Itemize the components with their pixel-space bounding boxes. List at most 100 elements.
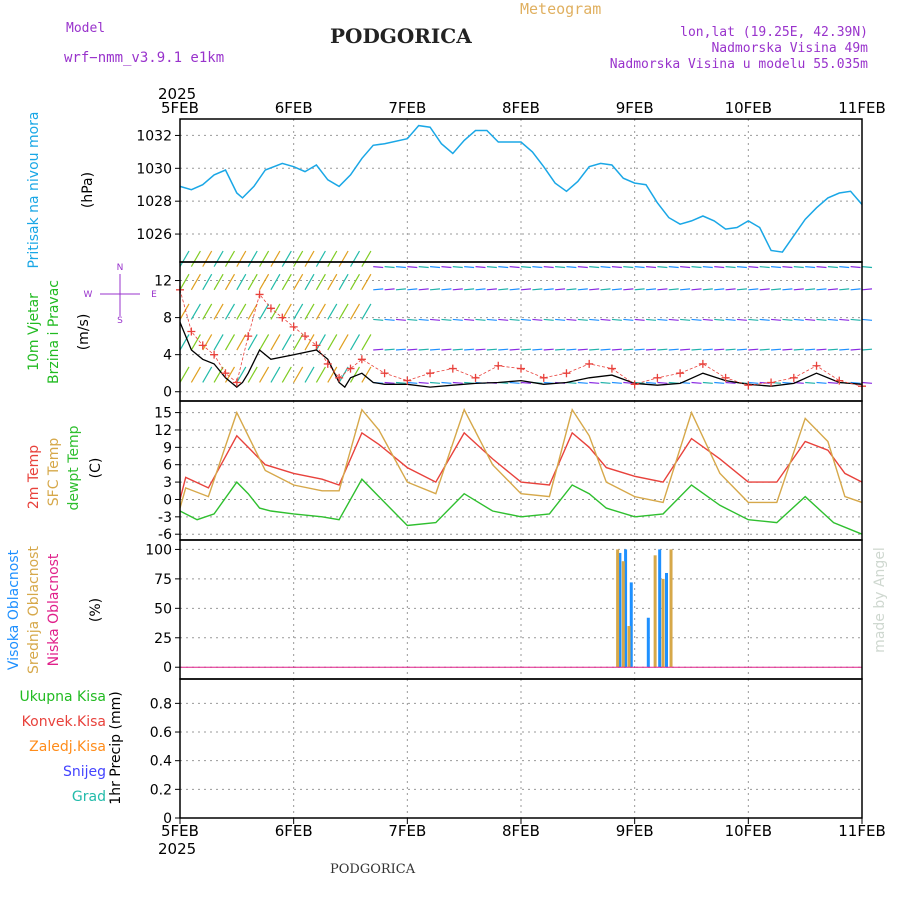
- precip-legend-item: Konvek.Kisa: [22, 714, 106, 730]
- wind-barb: [850, 318, 861, 321]
- wind-barb: [611, 266, 622, 269]
- wind-barb: [714, 266, 725, 269]
- wind-barb: [555, 288, 566, 291]
- wind-barb: [645, 318, 657, 321]
- x-tick-label-bottom: 7FEB: [388, 822, 426, 840]
- pressure-line: [179, 124, 863, 253]
- wind-barb: [589, 381, 600, 384]
- wind-barb: [702, 348, 713, 351]
- coords-label: lon,lat (19.25E, 42.39N): [680, 25, 868, 40]
- wind-barb: [315, 366, 326, 383]
- wind-barb: [839, 348, 850, 351]
- wind-barb: [714, 288, 725, 291]
- wind-gust-mark: [835, 376, 844, 385]
- high-cloud-bar: [658, 549, 662, 668]
- wind-barb: [532, 288, 543, 291]
- y-tick-label: 9: [163, 440, 172, 456]
- model-elevation-label: Nadmorska Visina u modelu 55.035m: [609, 57, 868, 72]
- wind-barb: [202, 250, 213, 267]
- wind-barb: [452, 348, 463, 351]
- wind-barb: [430, 318, 441, 321]
- wind-barb: [430, 348, 441, 351]
- wind-barb: [589, 348, 600, 351]
- wind-barb: [236, 250, 247, 267]
- wind-barb: [759, 348, 770, 351]
- wind-barb: [520, 288, 532, 291]
- mid-cloud-bar: [669, 549, 673, 668]
- wind-barb: [509, 288, 520, 291]
- wind-barb: [475, 348, 486, 351]
- wind-barb: [680, 266, 691, 269]
- wind-barb: [270, 250, 281, 267]
- wind-barb: [805, 348, 816, 351]
- wind-barb: [623, 318, 634, 321]
- wind-gust-mark: [255, 290, 264, 299]
- y-tick-label: 25: [154, 631, 172, 647]
- wind-barb: [782, 266, 793, 269]
- wind-barb: [725, 348, 736, 351]
- wind-gust-mark: [357, 355, 366, 364]
- wind-barb: [247, 250, 258, 267]
- wind-barb: [691, 348, 702, 351]
- wind-barb: [816, 381, 827, 384]
- wind-barb: [645, 288, 657, 291]
- wind-barb: [759, 288, 770, 291]
- wind-barb: [759, 318, 770, 321]
- wind-barb: [691, 266, 702, 269]
- wind-barb: [827, 381, 838, 384]
- wind-barb: [441, 266, 452, 269]
- y-tick-label: 4: [163, 348, 172, 364]
- y-tick-label: 0.6: [150, 725, 172, 741]
- wind-barb: [338, 334, 349, 351]
- x-tick-label-bottom: 6FEB: [275, 822, 313, 840]
- wind-barb: [259, 366, 270, 383]
- wind-gust-mark: [426, 369, 435, 378]
- wind-barb: [224, 250, 236, 267]
- y-tick-label: 75: [154, 572, 172, 588]
- mid-cloud-bar: [621, 561, 625, 668]
- wind-barb: [793, 266, 804, 269]
- sfc-temp-line: [179, 407, 863, 509]
- wind-barb: [714, 348, 725, 351]
- wind-barb: [691, 288, 702, 291]
- precip-legend-item: Grad: [72, 789, 106, 805]
- wind-axis-title-2: Brzina i Pravac: [46, 280, 62, 384]
- wind-barb: [736, 266, 747, 269]
- wind-barb: [725, 318, 736, 321]
- wind-barb: [509, 348, 520, 351]
- wind-barb: [270, 334, 281, 351]
- precip-legend-item: Ukupna Kisa: [19, 689, 106, 705]
- wind-barb: [179, 303, 190, 320]
- wind-unit: (m/s): [76, 314, 92, 351]
- wind-gust-mark: [539, 373, 548, 382]
- wind-barb: [577, 318, 588, 321]
- wind-barb: [373, 288, 384, 291]
- wind-barb: [179, 250, 190, 267]
- wind-barb: [349, 303, 361, 320]
- wind-barb: [236, 273, 247, 291]
- wind-barb: [691, 318, 702, 321]
- wind-barb: [304, 303, 315, 320]
- low-cloud-axis-title: Niska Oblacnost: [46, 553, 62, 666]
- wind-barb: [680, 288, 691, 291]
- wind-barb: [224, 366, 236, 383]
- wind-barb: [281, 303, 292, 320]
- wind-barb: [247, 366, 258, 383]
- wind-barb: [543, 348, 554, 351]
- wind-barb: [270, 366, 281, 383]
- wind-barb: [327, 366, 338, 383]
- wind-barb: [702, 266, 713, 269]
- wind-barb: [361, 303, 372, 320]
- wind-barb: [498, 288, 509, 291]
- y-tick-label: 0.4: [150, 754, 172, 770]
- wind-barb: [213, 334, 224, 351]
- wind-barb: [190, 250, 201, 267]
- wind-barb: [645, 266, 657, 269]
- wind-barb: [315, 273, 326, 291]
- wind-barb: [190, 303, 201, 320]
- wind-barb: [281, 273, 292, 291]
- wind-barb: [520, 318, 532, 321]
- wind-barb: [407, 288, 418, 291]
- wind-gust-mark: [403, 376, 412, 385]
- wind-speed-line: [179, 321, 863, 389]
